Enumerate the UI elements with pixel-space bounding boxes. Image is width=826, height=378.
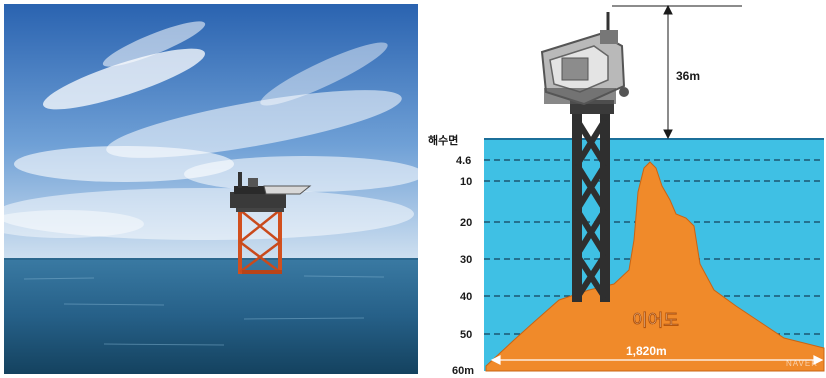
- reef-label: 이어도: [632, 311, 679, 330]
- ocean-station-photo: [4, 4, 418, 374]
- depth-label-10: 10: [460, 176, 472, 188]
- ocean: [4, 258, 418, 374]
- height-dimension: [612, 4, 742, 140]
- depth-label-20: 20: [460, 217, 472, 229]
- height-label: 36m: [676, 69, 700, 83]
- station-cross-section-diagram: 36m 해수면 4.6 10 20 30 40 50 60m 이어도 1,820…: [428, 4, 825, 377]
- depth-label-60m: 60m: [452, 365, 474, 377]
- width-label: 1,820m: [626, 344, 667, 358]
- depth-label-4-6: 4.6: [456, 155, 471, 167]
- depth-label-50: 50: [460, 329, 472, 341]
- station-tower: [540, 12, 629, 302]
- depth-label-40: 40: [460, 291, 472, 303]
- reef-shape: [485, 161, 825, 372]
- clouds: [4, 21, 418, 240]
- sea-level-label: 해수면: [428, 133, 458, 147]
- station-structure: [230, 172, 312, 274]
- waves: [23, 275, 385, 346]
- depth-label-30: 30: [460, 254, 472, 266]
- watermark: NAVER: [786, 359, 818, 368]
- width-dimension: [490, 355, 824, 365]
